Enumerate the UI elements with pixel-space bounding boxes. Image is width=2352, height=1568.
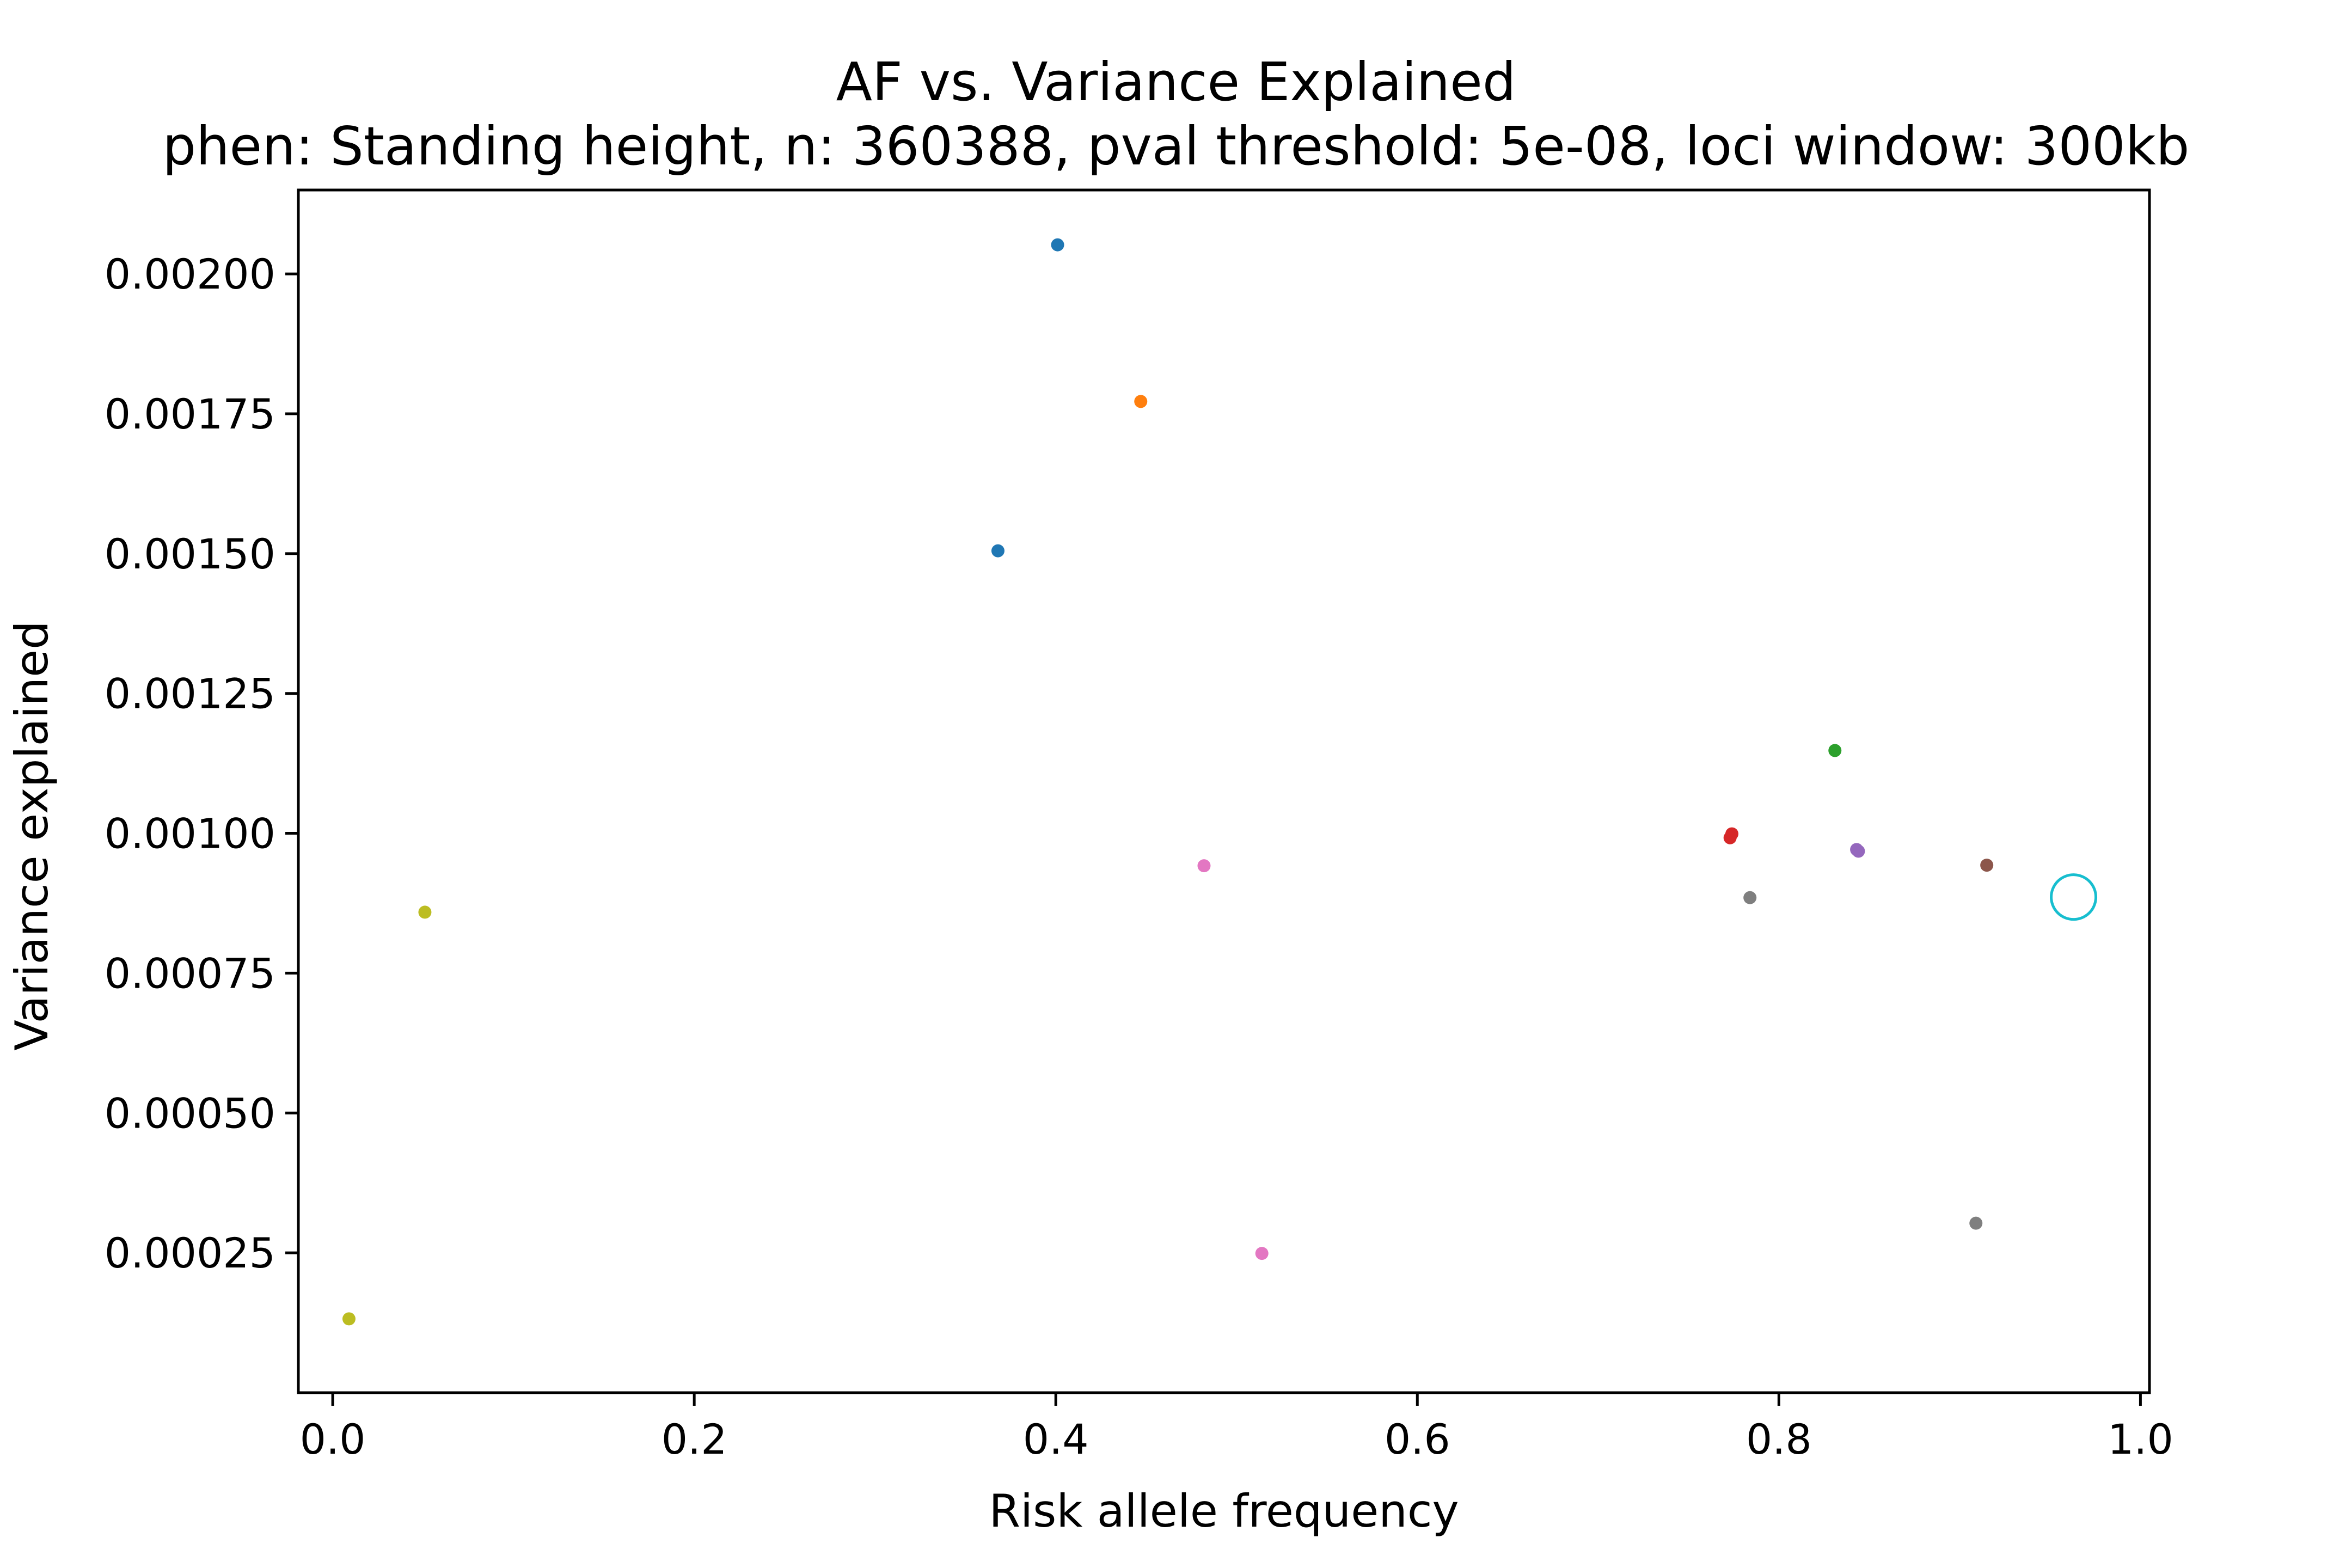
x-tick-label: 0.4: [1023, 1415, 1089, 1463]
data-point: [1255, 1247, 1269, 1260]
x-tick-label: 0.2: [661, 1415, 727, 1463]
data-point: [1134, 395, 1148, 408]
x-tick-label: 0.0: [300, 1415, 366, 1463]
y-tick-label: 0.00175: [105, 390, 275, 438]
plot-area-frame: [297, 188, 2151, 1394]
x-axis-label: Risk allele frequency: [989, 1485, 1459, 1538]
y-tick-label: 0.00200: [105, 250, 275, 298]
data-point: [1197, 859, 1211, 873]
y-tick-label: 0.00100: [105, 810, 275, 858]
data-point: [991, 544, 1004, 558]
y-tick-label: 0.00150: [105, 530, 275, 578]
data-point: [1723, 831, 1737, 844]
y-axis-label: Variance explained: [5, 621, 58, 1051]
data-point: [418, 905, 432, 919]
data-point: [1852, 844, 1865, 858]
x-tick-label: 1.0: [2108, 1415, 2173, 1463]
data-point: [1980, 859, 1994, 872]
chart-subtitle: phen: Standing height, n: 360388, pval t…: [162, 115, 2190, 177]
data-point: [1969, 1216, 1983, 1230]
y-tick-label: 0.00075: [105, 949, 275, 997]
data-point-open-circle: [2050, 873, 2098, 921]
points-layer: [342, 238, 2098, 1326]
data-point: [1743, 891, 1757, 904]
y-axis-ticks: 0.00025 0.00050 0.00075 0.00100 0.00125 0.001…: [105, 250, 298, 1277]
data-point: [342, 1312, 356, 1326]
y-tick-label: 0.00050: [105, 1089, 275, 1137]
chart-title: AF vs. Variance Explained: [836, 51, 1516, 113]
y-tick-label: 0.00025: [105, 1229, 275, 1277]
data-point: [1051, 238, 1064, 252]
x-tick-label: 0.6: [1385, 1415, 1450, 1463]
x-axis-ticks: 0.0 0.2 0.4 0.6 0.8 1.0: [300, 1393, 2173, 1463]
y-tick-label: 0.00125: [105, 670, 275, 718]
data-point: [1828, 744, 1842, 757]
x-tick-label: 0.8: [1746, 1415, 1812, 1463]
